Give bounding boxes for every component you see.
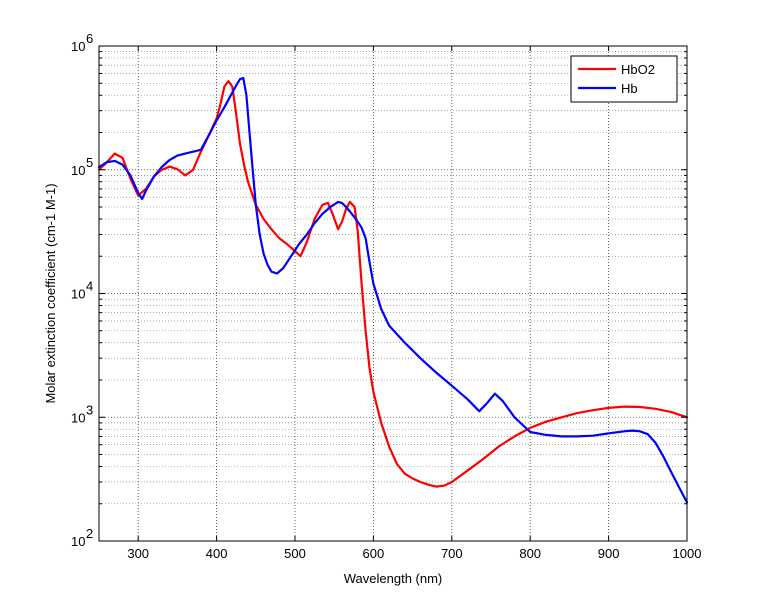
x-tick-label: 700: [441, 546, 463, 561]
y-tick-label: 105: [71, 155, 93, 178]
y-tick-label-exponent: 3: [86, 402, 93, 417]
y-tick-label-exponent: 2: [86, 526, 93, 541]
x-tick-label: 300: [127, 546, 149, 561]
y-tick-label-base: 10: [71, 39, 85, 54]
y-tick-label-exponent: 4: [86, 279, 93, 294]
legend: HbO2 Hb: [570, 55, 678, 103]
x-tick-label: 500: [284, 546, 306, 561]
y-axis-label: Molar extinction coefficient (cm-1 M-1): [43, 183, 58, 403]
y-tick-label: 102: [71, 526, 93, 549]
y-tick-label: 104: [71, 279, 93, 302]
axis-ticks: [99, 45, 688, 542]
x-tick-label: 600: [363, 546, 385, 561]
y-tick-label: 103: [71, 402, 93, 425]
y-tick-label-exponent: 5: [86, 155, 93, 170]
series-layer: [97, 76, 689, 504]
y-tick-label-base: 10: [71, 163, 85, 178]
legend-entry-hb: Hb: [621, 81, 638, 96]
series-line-hb: [97, 76, 689, 504]
x-tick-label: 400: [206, 546, 228, 561]
y-tick-label-exponent: 6: [86, 31, 93, 46]
y-tick-label-base: 10: [71, 410, 85, 425]
legend-entry-hbo2: HbO2: [621, 62, 655, 77]
grid: [99, 46, 687, 541]
x-tick-label: 800: [519, 546, 541, 561]
x-tick-labels: 300 400 500 600 700 800 900 1000: [127, 546, 701, 561]
legend-box: [570, 55, 678, 103]
series-line-hbo2: [97, 79, 689, 488]
x-axis-label: Wavelength (nm): [344, 571, 443, 586]
y-tick-label: 106: [71, 31, 93, 54]
x-tick-label: 900: [598, 546, 620, 561]
y-tick-label-base: 10: [71, 534, 85, 549]
y-tick-label-base: 10: [71, 287, 85, 302]
x-tick-label: 1000: [673, 546, 702, 561]
